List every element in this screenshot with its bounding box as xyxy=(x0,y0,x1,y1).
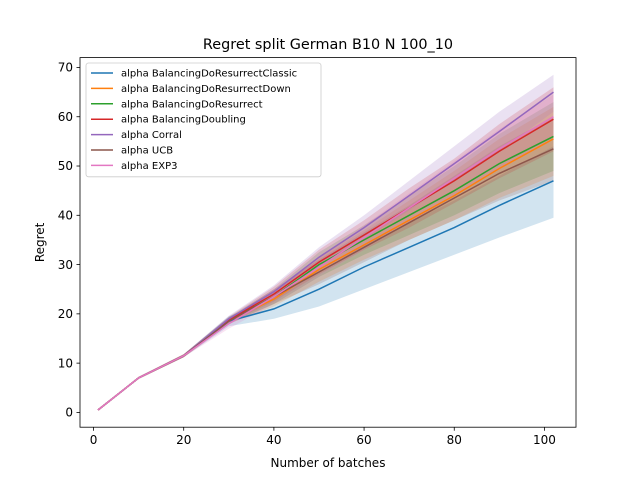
y-tick-label: 60 xyxy=(58,110,73,124)
band-series-4 xyxy=(98,74,554,411)
x-tick-label: 80 xyxy=(447,433,462,447)
plot-frame xyxy=(79,57,577,428)
legend-label: alpha BalancingDoResurrect xyxy=(121,99,263,110)
y-tick-label: 20 xyxy=(58,307,73,321)
x-tick-label: 60 xyxy=(356,433,371,447)
legend-label: alpha Corral xyxy=(121,130,182,141)
x-tick-label: 0 xyxy=(90,433,98,447)
series-lines xyxy=(97,91,554,411)
legend-label: alpha BalancingDoResurrectDown xyxy=(121,84,291,95)
y-tick-label: 10 xyxy=(58,356,73,370)
chart-title: Regret split German B10 N 100_10 xyxy=(203,37,453,53)
y-tick-label: 30 xyxy=(58,258,73,272)
line-series-6 xyxy=(97,116,554,411)
y-tick-label: 70 xyxy=(58,61,73,75)
x-axis: 0 20 40 60 80 100 xyxy=(90,427,556,447)
y-tick-label: 50 xyxy=(58,159,73,173)
legend-label: alpha BalancingDoResurrectClassic xyxy=(121,69,297,80)
x-tick-label: 40 xyxy=(266,433,281,447)
legend: alpha BalancingDoResurrectClassic alpha B… xyxy=(85,62,322,178)
x-axis-label: Number of batches xyxy=(271,456,386,470)
y-tick-label: 40 xyxy=(58,208,73,222)
y-tick-label: 0 xyxy=(65,406,73,420)
x-tick-label: 100 xyxy=(533,433,556,447)
y-axis: 0 10 20 30 40 50 60 70 xyxy=(58,61,80,420)
x-tick-label: 20 xyxy=(176,433,191,447)
band-series-3 xyxy=(98,87,554,411)
legend-label: alpha UCB xyxy=(121,146,173,157)
legend-box xyxy=(85,62,322,178)
band-series-0 xyxy=(98,146,554,411)
legend-label: alpha EXP3 xyxy=(121,161,177,172)
legend-label: alpha BalancingDoubling xyxy=(121,115,246,126)
y-axis-label: Regret xyxy=(33,222,47,262)
